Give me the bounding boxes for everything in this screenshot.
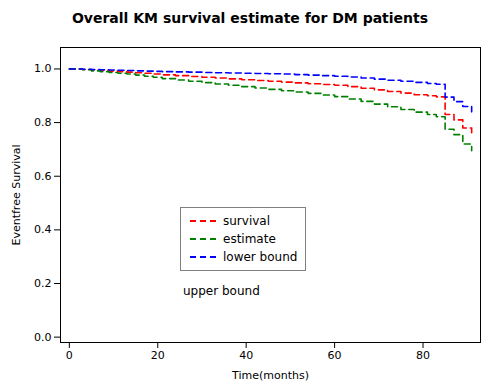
html-text:survival: survival — [223, 214, 270, 228]
svg-text:20: 20 — [151, 349, 165, 362]
svg-text:0.6: 0.6 — [34, 170, 52, 183]
html-text:lower bound: lower bound — [223, 250, 298, 264]
svg-text:Eventfree Survival: Eventfree Survival — [10, 144, 23, 245]
svg-text:40: 40 — [239, 349, 253, 362]
svg-text:60: 60 — [328, 349, 342, 362]
svg-text:0.4: 0.4 — [34, 223, 52, 236]
svg-text:0.0: 0.0 — [34, 331, 52, 344]
html-text:estimate: estimate — [223, 232, 276, 246]
html-text:upper bound: upper bound — [183, 284, 260, 298]
html-text:Overall KM survival estimate f: Overall KM survival estimate for DM pati… — [71, 10, 429, 26]
svg-text:0: 0 — [66, 349, 73, 362]
svg-text:Time(months): Time(months) — [231, 369, 309, 382]
svg-text:80: 80 — [416, 349, 430, 362]
svg-text:0.8: 0.8 — [34, 116, 52, 129]
svg-text:1.0: 1.0 — [34, 62, 52, 75]
svg-text:0.2: 0.2 — [34, 277, 52, 290]
